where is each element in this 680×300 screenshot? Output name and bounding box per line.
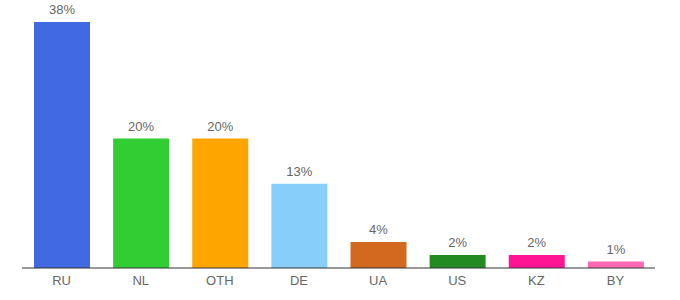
svg-text:20%: 20% — [207, 119, 233, 134]
svg-text:2%: 2% — [448, 235, 467, 250]
svg-text:RU: RU — [52, 273, 71, 288]
svg-text:NL: NL — [132, 273, 149, 288]
svg-text:KZ: KZ — [528, 273, 545, 288]
svg-text:OTH: OTH — [206, 273, 233, 288]
svg-text:4%: 4% — [369, 222, 388, 237]
svg-text:BY: BY — [607, 273, 625, 288]
svg-text:DE: DE — [290, 273, 308, 288]
svg-text:20%: 20% — [128, 119, 154, 134]
svg-text:UA: UA — [369, 273, 387, 288]
svg-text:US: US — [448, 273, 466, 288]
svg-text:2%: 2% — [527, 235, 546, 250]
svg-text:13%: 13% — [286, 164, 312, 179]
svg-text:1%: 1% — [606, 242, 625, 257]
svg-text:38%: 38% — [49, 2, 75, 17]
